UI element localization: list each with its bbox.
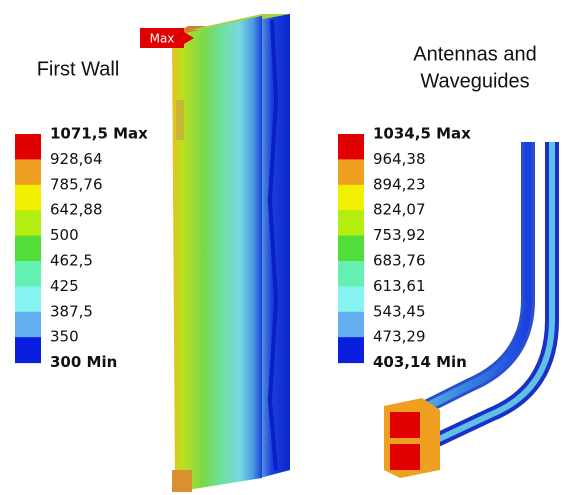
legend-swatch [338, 261, 364, 287]
legend-label: 300 Min [50, 353, 117, 371]
legend-label: 964,38 [373, 150, 426, 168]
legend-swatch [338, 312, 364, 338]
legend-swatch [338, 159, 364, 185]
legend-label: 425 [50, 277, 79, 295]
figure-canvas: Max First Wall 1071,5 Max 928,64 785,76 642,… [0, 0, 568, 495]
legend-label: 683,76 [373, 252, 426, 270]
legend-swatch [338, 286, 364, 312]
panel-title: Waveguides [420, 70, 529, 92]
legend-swatch [15, 185, 41, 211]
legend-swatch [15, 337, 41, 363]
legend-label: 753,92 [373, 226, 426, 244]
legend-swatch [15, 134, 41, 160]
legend-label: 613,61 [373, 277, 426, 295]
legend-label: 928,64 [50, 150, 103, 168]
legend-label: 462,5 [50, 252, 93, 270]
legend-swatch [338, 134, 364, 160]
legend-label: 543,45 [373, 302, 426, 320]
legend-swatch [15, 312, 41, 338]
figure: Max First Wall 1071,5 Max 928,64 785,76 642,… [0, 0, 568, 495]
legend-swatch [338, 185, 364, 211]
legend-label: 1071,5 Max [50, 125, 148, 143]
legend-swatch [15, 210, 41, 236]
legend-swatch [338, 236, 364, 262]
max-marker-label: Max [150, 32, 175, 46]
legend-swatch [15, 236, 41, 262]
legend-swatch [338, 337, 364, 363]
panel-title: Antennas and [413, 43, 536, 65]
legend-label: 473,29 [373, 328, 426, 346]
legend-label: 1034,5 Max [373, 125, 471, 143]
legend-label: 824,07 [373, 201, 426, 219]
legend-label: 894,23 [373, 175, 426, 193]
legend-swatch [15, 286, 41, 312]
first-wall-model [172, 14, 290, 492]
legend-label: 403,14 Min [373, 353, 467, 371]
legend-label: 785,76 [50, 175, 103, 193]
legend-label: 500 [50, 226, 79, 244]
legend-label: 350 [50, 328, 79, 346]
legend-label: 387,5 [50, 302, 93, 320]
legend-swatch [338, 210, 364, 236]
legend-label: 642,88 [50, 201, 103, 219]
legend-swatch [15, 261, 41, 287]
panel-title: First Wall [37, 58, 120, 80]
legend-swatch [15, 159, 41, 185]
